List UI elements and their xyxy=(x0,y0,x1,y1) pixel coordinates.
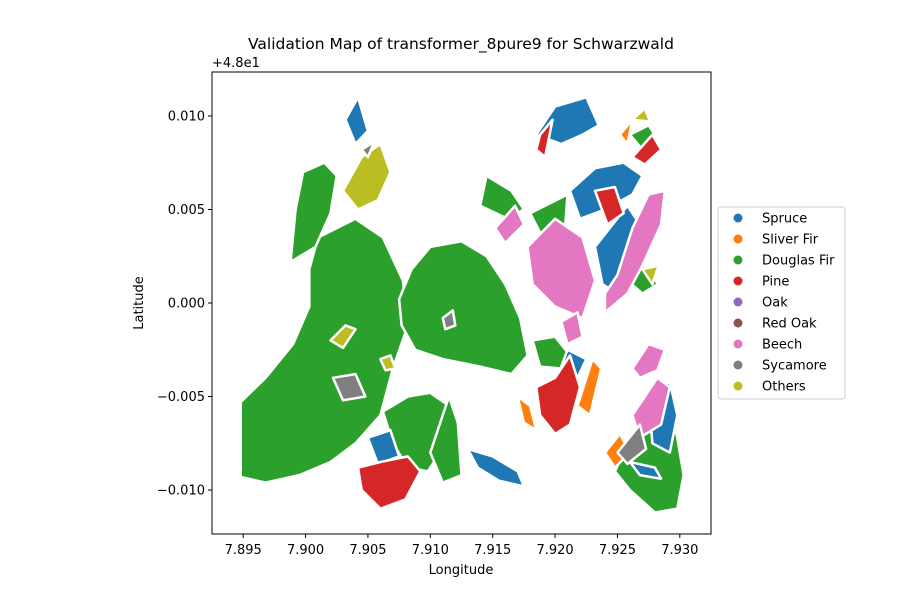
legend-label-sycamore: Sycamore xyxy=(762,359,827,374)
region-spruce xyxy=(535,96,600,146)
x-tick-label: 7.900 xyxy=(287,543,324,558)
region-beech xyxy=(493,204,526,245)
legend-label-beech: Beech xyxy=(762,338,802,353)
legend-marker-pine xyxy=(733,276,743,286)
forest-regions xyxy=(239,96,685,514)
region-sycamore xyxy=(360,140,376,159)
region-douglas-fir xyxy=(289,161,338,264)
region-spruce xyxy=(366,428,401,466)
region-others xyxy=(379,354,397,372)
region-beech xyxy=(560,311,584,346)
region-pine xyxy=(535,118,554,159)
legend-marker-douglas-fir xyxy=(733,255,743,265)
x-tick-label: 7.915 xyxy=(474,543,511,558)
region-others xyxy=(341,142,392,211)
legend-label-spruce: Spruce xyxy=(762,212,807,227)
region-others xyxy=(631,107,652,123)
region-beech xyxy=(526,217,597,320)
plot-area xyxy=(211,71,712,535)
region-spruce xyxy=(344,96,370,146)
region-sliver-fir xyxy=(516,395,538,432)
legend-marker-beech xyxy=(733,339,743,349)
legend-marker-spruce xyxy=(733,213,743,223)
legend-label-pine: Pine xyxy=(762,275,789,290)
y-tick-label: 0.000 xyxy=(168,297,205,312)
region-sycamore xyxy=(331,372,367,402)
x-axis-title: Longitude xyxy=(429,563,494,578)
legend-marker-sliver-fir xyxy=(733,234,743,244)
region-spruce xyxy=(466,447,526,488)
region-douglas-fir xyxy=(397,240,529,376)
legend-box xyxy=(717,206,846,400)
y-tick-label: 0.005 xyxy=(168,203,205,218)
legend-marker-others xyxy=(733,381,743,391)
region-spruce xyxy=(628,460,663,481)
region-sycamore xyxy=(441,309,457,331)
legend-label-red-oak: Red Oak xyxy=(762,317,817,332)
region-pine xyxy=(356,455,422,510)
legend-label-douglas-fir: Douglas Fir xyxy=(762,254,835,269)
legend-label-others: Others xyxy=(762,380,806,395)
legend: Spruce Sliver Fir Douglas Fir Pine Oak Red Oa… xyxy=(717,206,846,400)
region-pine xyxy=(593,185,625,226)
region-beech xyxy=(631,342,667,380)
x-tick-label: 7.920 xyxy=(536,543,573,558)
y-tick-label: −0.010 xyxy=(157,484,205,499)
legend-label-sliver-fir: Sliver Fir xyxy=(762,233,819,248)
x-axis: 7.895 7.900 7.905 7.910 7.915 7.920 7.925 7.930 xyxy=(225,534,698,558)
x-tick-label: 7.895 xyxy=(225,543,262,558)
y-axis: −0.010 −0.005 0.000 0.005 0.010 xyxy=(157,109,212,499)
region-sliver-fir xyxy=(618,118,634,146)
region-douglas-fir xyxy=(429,395,463,484)
legend-marker-oak xyxy=(733,297,743,307)
region-pine xyxy=(535,354,582,436)
region-beech xyxy=(603,189,667,314)
y-tick-label: 0.010 xyxy=(168,109,205,124)
legend-label-oak: Oak xyxy=(762,296,788,311)
region-pine xyxy=(631,133,663,166)
y-axis-title: Latitude xyxy=(132,276,147,330)
y-offset-label: +4.8e1 xyxy=(212,56,260,71)
y-tick-label: −0.005 xyxy=(157,390,205,405)
region-others xyxy=(641,264,660,286)
legend-marker-red-oak xyxy=(733,318,743,328)
x-tick-label: 7.905 xyxy=(349,543,386,558)
x-tick-label: 7.925 xyxy=(599,543,636,558)
chart-title: Validation Map of transformer_8pure9 for… xyxy=(248,35,674,54)
region-others xyxy=(329,324,357,350)
x-tick-label: 7.910 xyxy=(412,543,449,558)
region-sycamore xyxy=(616,423,648,466)
x-tick-label: 7.930 xyxy=(661,543,698,558)
region-sliver-fir xyxy=(576,357,603,417)
legend-marker-sycamore xyxy=(733,360,743,370)
